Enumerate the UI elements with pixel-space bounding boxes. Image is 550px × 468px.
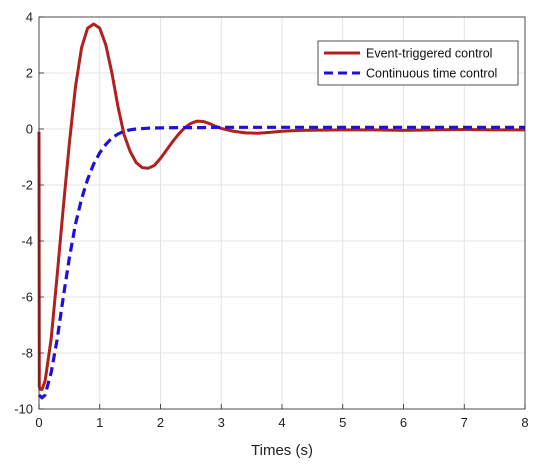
y-tick-label: -10 (14, 402, 33, 417)
legend: Event-triggered control Continuous time … (317, 40, 519, 86)
legend-label-event-triggered: Event-triggered control (366, 47, 492, 61)
x-tick-label: 7 (461, 415, 468, 430)
series-line-1 (37, 125, 525, 400)
x-tick-label: 4 (278, 415, 285, 430)
x-tick-label: 2 (157, 415, 164, 430)
series-line-0 (37, 22, 525, 391)
legend-label-continuous: Continuous time control (366, 67, 497, 81)
x-axis-label: Times (s) (251, 442, 313, 459)
y-tick-label: 2 (26, 66, 33, 81)
y-tick-label: -4 (21, 234, 33, 249)
y-tick-label: 4 (26, 10, 33, 25)
y-tick-label: 0 (26, 122, 33, 137)
x-tick-label: 5 (339, 415, 346, 430)
x-tick-label: 0 (35, 415, 42, 430)
x-tick-label: 8 (521, 415, 528, 430)
x-tick-label: 6 (400, 415, 407, 430)
x-tick-label: 1 (96, 415, 103, 430)
y-tick-label: -2 (21, 178, 33, 193)
axis-ticks: 0 1 2 3 4 5 6 7 8 -10 -8 -6 -4 -2 0 2 4 (14, 10, 528, 431)
y-tick-label: -8 (21, 346, 33, 361)
legend-box (317, 40, 519, 86)
y-tick-label: -6 (21, 290, 33, 305)
series-group (37, 22, 525, 400)
x-tick-label: 3 (218, 415, 225, 430)
